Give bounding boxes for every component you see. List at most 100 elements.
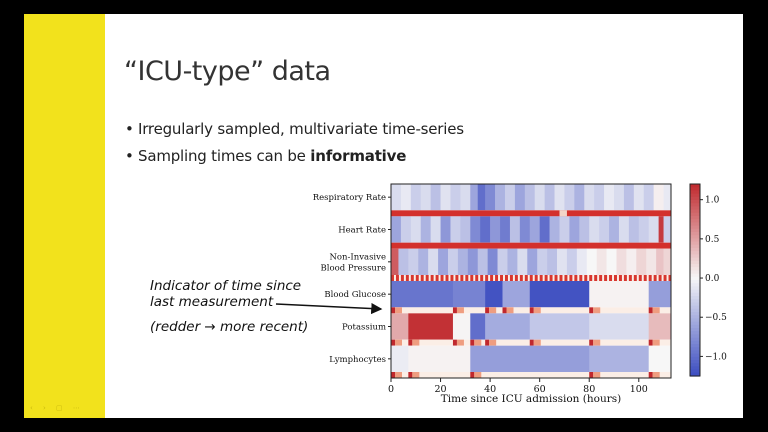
heatmap-cell (495, 184, 506, 211)
indicator-fade (489, 339, 497, 346)
heatmap-cell (391, 345, 409, 372)
heatmap-cell (485, 313, 531, 340)
heatmap-cell (485, 281, 503, 308)
colorbar-tick-label: −1.0 (705, 352, 727, 362)
indicator-tick (648, 339, 653, 346)
indicator-tick (514, 275, 518, 281)
heatmap-cell (470, 216, 481, 243)
indicator-tick (519, 275, 523, 281)
heatmap-cell (509, 216, 521, 243)
heatmap-cell (663, 184, 672, 211)
heatmap-cell (648, 345, 672, 372)
indicator-tick (485, 275, 489, 281)
colorbar-cell (690, 305, 700, 310)
heatmap-cell (450, 184, 461, 211)
colorbar-cell (690, 337, 700, 342)
heatmap-cell (410, 216, 422, 243)
indicator-tick (544, 275, 548, 281)
colorbar-cell (690, 283, 700, 287)
heatmap-cell (579, 216, 590, 243)
heatmap-cell (502, 281, 531, 308)
annotation-arrow (275, 302, 383, 315)
heatmap-cell (428, 248, 439, 275)
bullet-item: • Irregularly sampled, multivariate time-… (125, 120, 464, 138)
heatmap-cell (438, 248, 449, 275)
row-label: Respiratory Rate (313, 193, 386, 203)
indicator-tick (500, 275, 503, 281)
slide-nav-icons[interactable]: ‹ › ▢ ⋯ (30, 404, 84, 412)
colorbar-cell (690, 350, 700, 355)
colorbar-cell (690, 289, 700, 294)
colorbar-frame (689, 183, 701, 377)
heatmap-cell (663, 216, 672, 243)
colorbar-cell (690, 276, 700, 281)
row-label: Lymphocytes (329, 355, 386, 365)
indicator-fade (506, 307, 514, 314)
indicator-tick (425, 275, 429, 281)
bullet-dot-icon: • (125, 147, 134, 165)
indicator-tick (502, 307, 507, 314)
heatmap-cell (564, 184, 575, 211)
indicator-fade (533, 339, 541, 346)
indicator-tick (391, 339, 395, 346)
colorbar-cell (690, 187, 700, 191)
indicator-strip-fill (391, 210, 671, 217)
indicator-fade (593, 307, 601, 314)
indicator-tick (410, 275, 414, 281)
heatmap-cell (614, 184, 625, 211)
indicator-fade (474, 372, 482, 378)
heatmap-cell (636, 248, 647, 275)
colorbar-cell (690, 299, 700, 303)
colorbar-cell (690, 280, 700, 284)
indicator-tick (663, 275, 667, 281)
indicator-tick (589, 307, 594, 314)
colorbar: 1.0 0.5 0.0 −0.5 −1.0 (689, 183, 727, 377)
heatmap-cell (576, 248, 588, 275)
slide-title: “ICU-type” data (124, 56, 331, 87)
colorbar-cell (690, 296, 700, 300)
indicator-tick (470, 372, 475, 378)
indicator-tick (509, 275, 513, 281)
indicator-tick (559, 275, 563, 281)
indicator-tick (584, 275, 588, 281)
row-label: Potassium (342, 323, 386, 333)
indicator-tick (564, 275, 568, 281)
colorbar-cell (690, 372, 700, 377)
heatmap-cell (534, 184, 545, 211)
heatmap-cell (589, 313, 649, 340)
indicator-tick (589, 339, 594, 346)
heatmap-cell (504, 184, 516, 211)
bullet-dot-icon: • (125, 120, 134, 138)
annotation-note: (redder → more recent) (150, 319, 308, 335)
heatmap-cell (623, 184, 635, 211)
colorbar-cell (690, 347, 700, 351)
indicator-fade (456, 339, 464, 346)
heatmap-cell (400, 184, 412, 211)
colorbar-cell (690, 315, 700, 319)
heatmap-cell (408, 313, 454, 340)
heatmap-cell (447, 248, 459, 275)
colorbar-cell (690, 235, 700, 239)
colorbar-cell (690, 356, 700, 361)
heatmap-cell (589, 216, 600, 243)
indicator-tick (589, 372, 594, 378)
heatmap-cell (638, 216, 649, 243)
heatmap-cell (420, 184, 431, 211)
x-tick-label: 40 (484, 384, 496, 395)
colorbar-cell (690, 312, 700, 316)
colorbar-cell (690, 264, 700, 268)
heatmap-cell (643, 184, 654, 211)
indicator-tick (452, 339, 457, 346)
indicator-tick (554, 275, 558, 281)
indicator-tick (589, 275, 593, 281)
colorbar-tick-label: 0.5 (705, 235, 720, 245)
indicator-tick (648, 275, 652, 281)
row-label: Blood Pressure (321, 263, 386, 273)
indicator-tick (648, 372, 653, 378)
indicator-tick (435, 275, 439, 281)
colorbar-cell (690, 360, 700, 364)
colorbar-cell (690, 324, 700, 329)
indicator-fade (456, 307, 464, 314)
x-axis: 0 20 40 60 80 100 (388, 378, 648, 395)
